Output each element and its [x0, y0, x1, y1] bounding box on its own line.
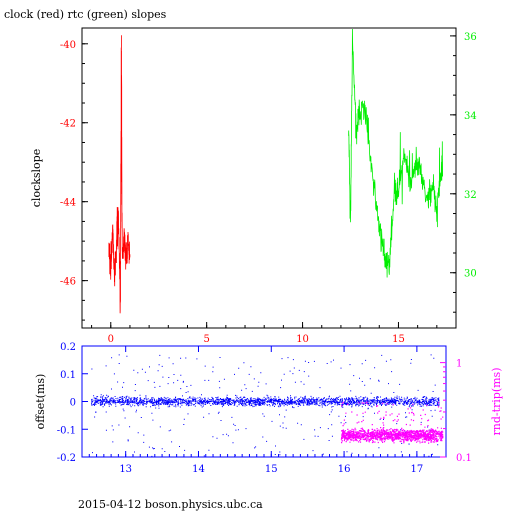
x-tick-label: 13: [119, 464, 132, 475]
x-tick-label: 16: [338, 464, 351, 475]
rtc-series: [348, 28, 443, 278]
y-tick-label: -40: [60, 40, 76, 51]
y-axis-label: offset(ms): [34, 374, 47, 430]
y-tick-label: 0: [70, 398, 76, 409]
y-tick-label: 0.2: [60, 342, 76, 353]
clock-series: [108, 35, 131, 314]
right-y-tick-label: 30: [464, 269, 477, 280]
right-y-tick-label: 36: [464, 32, 477, 43]
x-tick-label: 14: [192, 464, 205, 475]
y-tick-label: 0.1: [60, 370, 76, 381]
x-tick-label: 15: [265, 464, 278, 475]
right-y-tick-label: 1: [456, 359, 462, 370]
y-tick-label: -46: [60, 277, 76, 288]
offset-series: [91, 354, 440, 457]
x-tick-label: 5: [203, 334, 209, 345]
x-tick-label: 10: [296, 334, 309, 345]
y-axis-label: clockslope: [30, 149, 43, 207]
rndtrip-series: [340, 401, 444, 444]
slope-plot: 0 5 10 15 -46 -44 -42 -40 30 32 34 36 clockslope: [30, 27, 477, 345]
page-title: clock (red) rtc (green) slopes: [4, 8, 167, 21]
x-tick-label: 15: [392, 334, 405, 345]
plot-frame: [81, 27, 457, 329]
right-y-tick-label: 0.1: [456, 453, 472, 464]
right-y-tick-label: 32: [464, 190, 477, 201]
x-tick-label: 0: [108, 334, 114, 345]
x-tick-label: 17: [411, 464, 424, 475]
y-tick-label: -0.1: [57, 425, 76, 436]
y-tick-label: -42: [60, 119, 76, 130]
right-y-tick-label: 34: [464, 111, 477, 122]
footer-text: 2015-04-12 boson.physics.ubc.ca: [78, 498, 263, 511]
offset-plot: 13 14 15 16 17 -0.2 -0.1 0 0.1 0.2 0.1 1 offset(ms) r…: [34, 342, 503, 475]
y-tick-label: -44: [60, 198, 76, 209]
right-y-axis-label: rnd-trip(ms): [490, 368, 503, 436]
y-tick-label: -0.2: [57, 453, 76, 464]
